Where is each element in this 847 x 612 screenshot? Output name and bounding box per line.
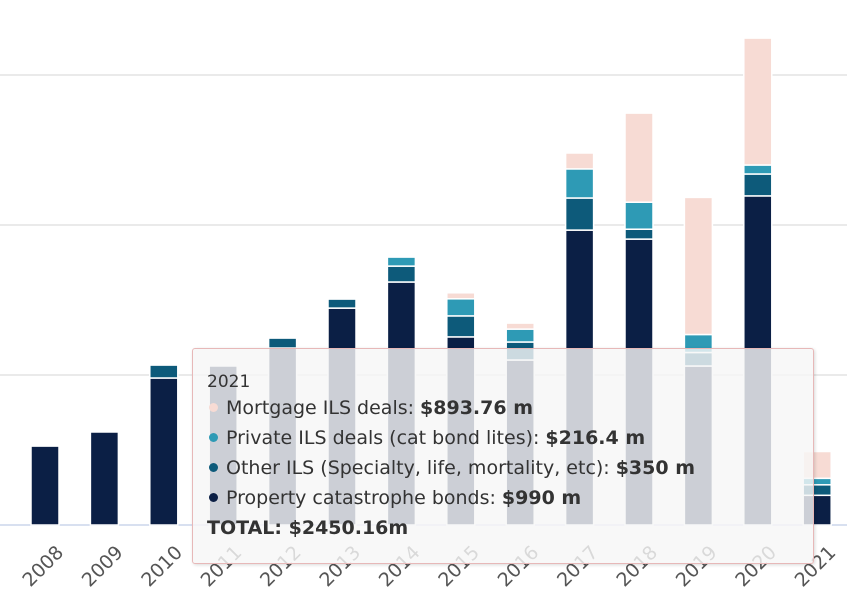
bar-segment [624, 112, 654, 203]
tooltip-bullet [209, 433, 218, 442]
bar-segment [30, 445, 60, 526]
bar-segment [564, 197, 595, 231]
bar-segment [624, 201, 654, 230]
tooltip-row: Property catastrophe bonds: $990 m [207, 483, 813, 513]
tooltip-row: Other ILS (Specialty, life, mortality, e… [207, 453, 813, 483]
bar-segment [327, 298, 357, 309]
bar-segment [743, 173, 773, 197]
bar-segment [743, 164, 773, 175]
tooltip-bullet [209, 463, 218, 472]
bar-segment [564, 168, 595, 199]
tooltip-value: $216.4 m [545, 427, 646, 449]
tooltip: 2021 Mortgage ILS deals: $893.76 m Private… [192, 348, 814, 564]
bar-segment [149, 364, 179, 379]
bar-segment [149, 377, 179, 526]
bar-segment [89, 431, 120, 526]
bar-segment [446, 298, 476, 317]
bar-segment [505, 322, 535, 330]
bar-segment [505, 328, 535, 343]
tooltip-value: $990 m [501, 487, 582, 509]
tooltip-value: $350 m [615, 457, 695, 479]
bar-segment [743, 37, 773, 166]
bar-segment [683, 196, 714, 336]
total-value: $2450.16m [288, 517, 409, 539]
bar-segment [624, 228, 654, 240]
total-label: TOTAL: [207, 517, 283, 539]
tooltip-value: $893.76 m [420, 397, 533, 419]
tooltip-bullet [209, 403, 218, 412]
bar-segment [386, 256, 417, 267]
tooltip-title: 2021 [207, 372, 251, 392]
x-tick-label: 2009 [78, 542, 128, 592]
tooltip-label: Mortgage ILS deals: [226, 397, 415, 419]
tooltip-total: TOTAL: $2450.16m [207, 513, 813, 543]
tooltip-items: Mortgage ILS deals: $893.76 m Private ILS … [207, 393, 813, 513]
tooltip-bullet [209, 493, 218, 502]
tooltip-label: Other ILS (Specialty, life, mortality, e… [226, 457, 610, 479]
tooltip-label: Property catastrophe bonds: [226, 487, 496, 509]
bar-segment [564, 152, 595, 170]
bar-segment [446, 292, 476, 300]
x-tick-label: 2010 [137, 542, 187, 592]
bar-segment [446, 315, 476, 338]
tooltip-row: Private ILS deals (cat bond lites): $216.… [207, 423, 813, 453]
x-tick-label: 2008 [18, 542, 68, 592]
tooltip-label: Private ILS deals (cat bond lites): [226, 427, 540, 449]
bar-segment [267, 337, 298, 349]
bar-segment [386, 265, 417, 283]
tooltip-row: Mortgage ILS deals: $893.76 m [207, 393, 813, 423]
